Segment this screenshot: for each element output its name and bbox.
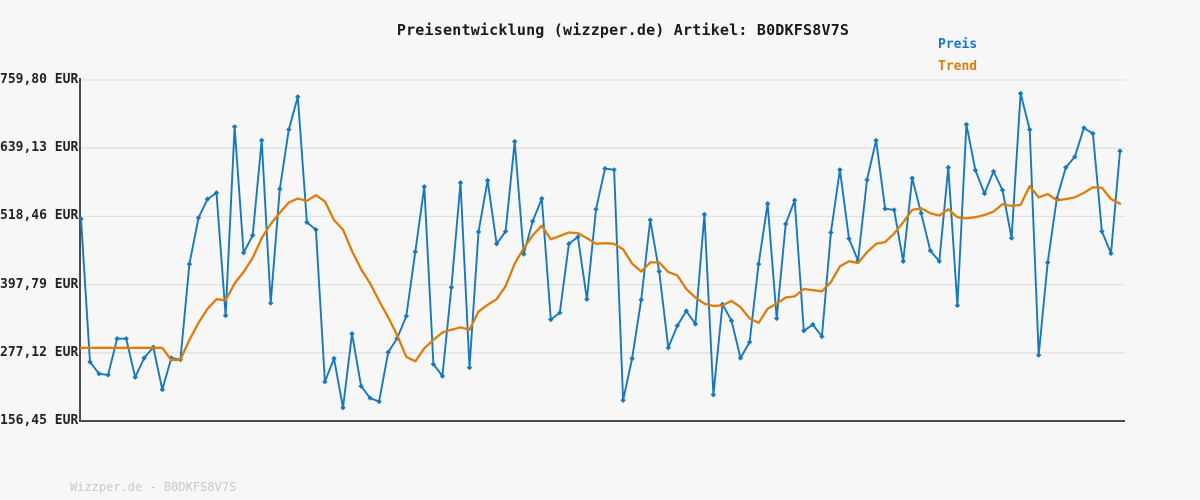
y-axis-tick-label: 759,80 EUR [0, 72, 79, 87]
legend-preis-label: Preis [938, 37, 978, 52]
y-axis-tick-label: 156,45 EUR [0, 413, 79, 428]
legend-trend-label: Trend [938, 59, 978, 74]
chart-title: Preisentwicklung (wizzper.de) Artikel: B… [396, 21, 850, 39]
y-axis-tick-label: 277,12 EUR [0, 344, 79, 360]
y-axis-tick-label: 639,13 EUR [0, 140, 79, 156]
preis-line [80, 92, 1121, 409]
y-axis-tick-label: 518,46 EUR [0, 208, 79, 224]
watermark-text: Wizzper.de - B0DKFS8V7S [70, 480, 237, 494]
y-axis-tick-label: 397,79 EUR [0, 276, 79, 292]
trend-line [79, 184, 1122, 363]
